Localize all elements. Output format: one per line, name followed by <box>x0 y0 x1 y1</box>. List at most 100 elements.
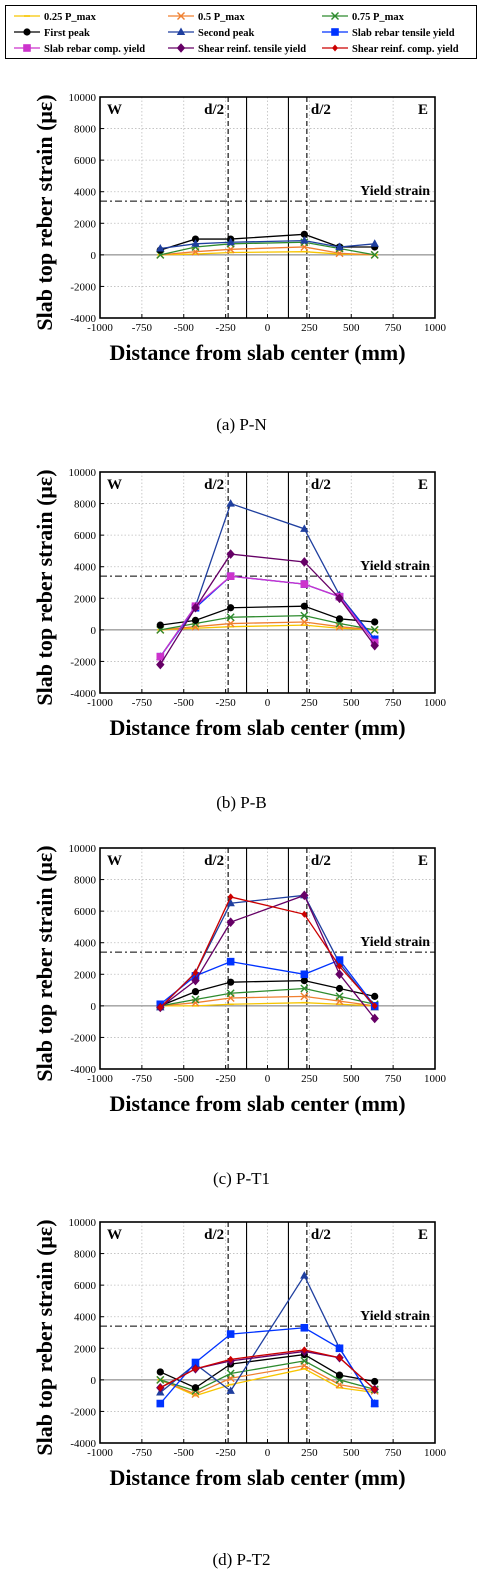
legend-entry: 0.5 P_max <box>168 12 245 23</box>
y-axis-title: Slab top reber strain (με) <box>32 469 57 705</box>
legend-label: Shear reinf. tensile yield <box>198 44 306 55</box>
series-line <box>160 241 375 256</box>
d2-label-left: d/2 <box>204 1227 224 1243</box>
legend-entry: 0.25 P_max <box>14 12 97 23</box>
series-line <box>160 239 375 250</box>
x-tick-label: 500 <box>343 697 360 709</box>
legend-marker <box>176 27 186 35</box>
marker-stroke <box>370 625 379 634</box>
data-point <box>335 969 344 980</box>
legend-marker <box>177 12 185 20</box>
chart-caption: (c) P-T1 <box>212 1169 271 1188</box>
x-tick-label: 250 <box>301 1447 318 1459</box>
series-first-peak <box>156 977 379 1010</box>
series-line <box>160 1360 375 1392</box>
y-tick-label: 10000 <box>69 92 97 104</box>
series-shear-reinf-comp-yield <box>157 893 378 1011</box>
x-tick-label: -250 <box>216 1073 237 1085</box>
data-point <box>300 1356 309 1365</box>
data-point <box>300 557 309 567</box>
data-point <box>192 1365 199 1373</box>
marker-stroke <box>191 622 200 631</box>
data-point <box>156 1368 164 1376</box>
x-tick-label: 500 <box>343 1073 360 1085</box>
data-point <box>226 237 235 246</box>
series-line <box>159 1327 376 1404</box>
series-shear-reinf-comp-yield <box>157 1346 378 1393</box>
data-point <box>191 1358 200 1367</box>
marker-stroke <box>331 12 339 20</box>
y-tick-label: -4000 <box>70 688 96 700</box>
legend-label: Shear reinf. comp. yield <box>352 44 459 55</box>
data-point <box>300 992 309 1001</box>
legend-entry: First peak <box>14 28 90 39</box>
series-line <box>160 614 375 631</box>
legend-label: 0.5 P_max <box>198 12 245 23</box>
legend-label: Second peak <box>198 28 254 39</box>
y-tick-label: 4000 <box>74 187 97 199</box>
y-tick-label: 8000 <box>74 124 97 136</box>
chart-legend: 0.25 P_max 0.5 P_max 0.75 P_max First peak S… <box>5 5 477 59</box>
data-point <box>226 619 235 628</box>
y-tick-label: 8000 <box>74 499 97 511</box>
data-point <box>370 1399 379 1408</box>
y-tick-label: 6000 <box>74 906 97 918</box>
chart-panel-p-b: Yield strain -1000 -750 -500 -250 0 250 500 750 1… <box>0 450 483 816</box>
data-point <box>335 956 344 964</box>
series-line <box>160 1353 375 1389</box>
series-line <box>160 251 375 256</box>
marker-stroke <box>370 250 379 259</box>
series-line <box>159 575 376 658</box>
data-point <box>300 230 308 238</box>
x-tick-label: 1000 <box>424 1447 447 1459</box>
marker-stroke <box>300 617 309 626</box>
data-point <box>335 1344 344 1353</box>
data-point <box>300 524 309 532</box>
y-tick-label: -4000 <box>70 1438 96 1450</box>
y-tick-label: -4000 <box>70 313 96 325</box>
x-tick-label: -250 <box>216 322 237 334</box>
y-tick-label: 0 <box>91 1375 97 1387</box>
y-tick-label: 0 <box>91 250 97 262</box>
marker-stroke <box>156 1375 165 1384</box>
data-point <box>226 957 235 966</box>
x-tick-label: -1000 <box>87 1073 113 1085</box>
data-point <box>335 242 344 250</box>
y-tick-label: -2000 <box>70 1406 96 1418</box>
x-tick-label: -250 <box>216 697 237 709</box>
data-point <box>370 250 379 259</box>
data-point <box>191 616 200 624</box>
chart-panel-p-t1: Yield strain -1000 -750 -500 -250 0 250 500 750 1… <box>0 826 483 1192</box>
x-tick-label: 750 <box>385 322 402 334</box>
data-point <box>335 992 344 1001</box>
series-0-75-p-max <box>156 611 379 634</box>
data-point <box>156 1375 165 1384</box>
chart-caption: (d) P-T2 <box>212 1550 271 1569</box>
data-point <box>227 978 235 986</box>
series-line <box>159 1349 376 1390</box>
legend-marker <box>23 28 31 36</box>
series-line <box>160 1002 375 1007</box>
y-axis-title: Slab top reber strain (με) <box>32 1219 57 1455</box>
x-tick-label: -500 <box>174 1447 195 1459</box>
d2-label-left: d/2 <box>204 477 224 493</box>
x-tick-label: 1000 <box>424 1073 447 1085</box>
y-tick-label: 2000 <box>74 969 97 981</box>
series-first-peak <box>156 1351 379 1392</box>
y-tick-label: 6000 <box>74 1280 97 1292</box>
marker-stroke <box>300 611 309 620</box>
yield-strain-label: Yield strain <box>360 1309 430 1324</box>
data-point <box>335 1371 344 1379</box>
x-tick-label: -500 <box>174 1073 195 1085</box>
data-point <box>156 652 165 661</box>
label-west: W <box>107 1227 122 1243</box>
x-tick-label: 0 <box>265 1073 271 1085</box>
legend-label: Slab rebar tensile yield <box>352 28 455 39</box>
series-line <box>160 1364 375 1395</box>
data-point <box>226 613 235 622</box>
data-point <box>300 236 309 244</box>
label-east: E <box>418 1227 428 1243</box>
label-east: E <box>418 477 428 493</box>
x-tick-label: 250 <box>301 322 318 334</box>
data-point <box>371 1002 378 1010</box>
